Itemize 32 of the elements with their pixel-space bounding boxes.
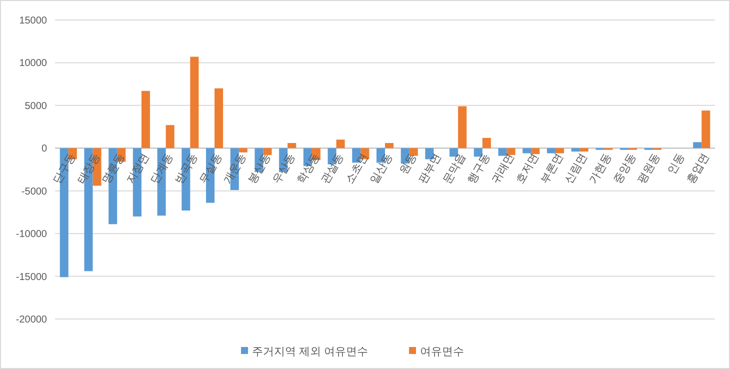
bar xyxy=(531,148,540,154)
bar xyxy=(693,142,702,148)
x-tick-label: 인동 xyxy=(666,152,688,177)
bar xyxy=(580,148,588,152)
bar xyxy=(336,140,345,148)
bar xyxy=(214,88,224,148)
bar xyxy=(522,148,532,154)
x-tick-label: 원동 xyxy=(398,152,420,177)
bar xyxy=(190,56,199,148)
legend-label: 여유면수 xyxy=(420,346,464,358)
legend-label: 주거지역 제외 여유면수 xyxy=(252,346,368,358)
bar xyxy=(288,143,296,148)
bar xyxy=(702,110,710,148)
y-tick-label: 5000 xyxy=(24,100,48,112)
y-tick-label: 10000 xyxy=(19,58,48,70)
bar xyxy=(506,148,516,155)
bar xyxy=(238,148,248,152)
y-tick-label: 15000 xyxy=(19,16,48,26)
bar xyxy=(571,148,580,152)
bar xyxy=(546,148,556,154)
bar xyxy=(385,143,394,148)
y-tick-label: -15000 xyxy=(16,272,48,283)
y-tick-label: -5000 xyxy=(21,186,48,198)
bar xyxy=(482,138,491,148)
bar xyxy=(458,106,467,148)
bar xyxy=(141,90,150,148)
y-tick-label: -10000 xyxy=(16,229,48,240)
bar xyxy=(555,148,564,154)
bar xyxy=(263,148,272,155)
y-tick-label: -20000 xyxy=(16,314,48,326)
bar xyxy=(166,125,174,148)
y-tick-label: 0 xyxy=(41,144,48,155)
